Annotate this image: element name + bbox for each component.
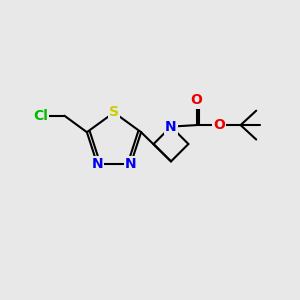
Text: N: N <box>165 120 177 134</box>
Text: N: N <box>125 157 136 171</box>
Text: O: O <box>213 118 225 132</box>
Text: Cl: Cl <box>33 109 48 123</box>
Text: O: O <box>190 94 202 107</box>
Text: S: S <box>109 106 119 119</box>
Text: N: N <box>92 157 103 171</box>
